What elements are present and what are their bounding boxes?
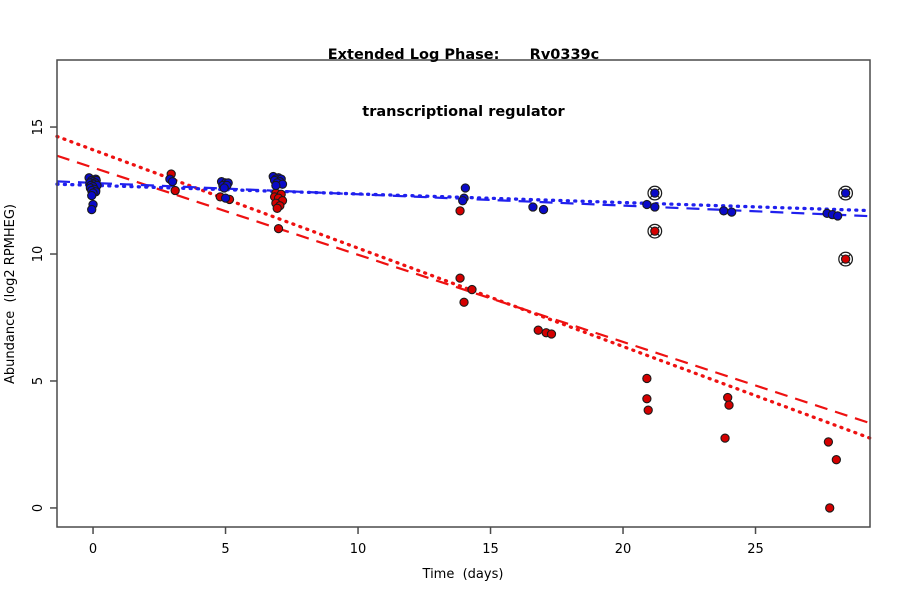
red-marked-ring [647, 223, 663, 239]
x-tick-label: 15 [482, 542, 499, 557]
blue-data-point [650, 202, 660, 212]
red-marked-ring [838, 251, 854, 267]
y-tick-label: 10 [31, 246, 46, 263]
red-data-point [823, 437, 834, 447]
red-marked-point [650, 226, 660, 236]
x-tick-label: 20 [615, 542, 632, 557]
blue-data-point [219, 183, 229, 193]
x-tick-label: 25 [747, 542, 764, 557]
blue-data-point [167, 176, 178, 187]
y-tick-label: 15 [31, 119, 46, 136]
red-data-point [455, 206, 465, 216]
plot-title-line1: Extended Log Phase: Rv0339c [327, 47, 600, 63]
blue-data-point [727, 207, 737, 217]
plot-title: Extended Log Phase: Rv0339c transcriptio… [57, 8, 870, 160]
red-data-point [459, 297, 469, 307]
blue-data-point [833, 211, 843, 221]
trend-line-red-dotted [55, 134, 872, 440]
x-tick-label: 5 [221, 542, 229, 557]
blue-data-point [642, 199, 652, 210]
red-data-point [272, 203, 282, 213]
red-marked-point [840, 254, 851, 264]
blue-data-point [528, 202, 538, 212]
blue-data-point [458, 196, 468, 206]
blue-data-point [87, 190, 97, 201]
blue-data-point [87, 204, 97, 215]
blue-marked-ring [647, 185, 663, 201]
red-data-point [467, 284, 477, 295]
red-data-point [831, 455, 841, 465]
blue-data-point [271, 180, 281, 191]
blue-data-point [538, 204, 549, 215]
red-data-point [642, 373, 652, 384]
red-data-point [455, 273, 465, 283]
red-data-point [273, 223, 284, 234]
red-data-point [724, 400, 734, 410]
x-tick-label: 10 [350, 542, 367, 557]
plot-title-line2: transcriptional regulator [362, 104, 565, 120]
red-data-point [720, 433, 730, 443]
blue-marked-point [650, 188, 660, 198]
blue-marked-point [840, 188, 851, 198]
y-axis-label: Abundance (log2 RPMHEG) [3, 204, 18, 384]
x-tick-label: 0 [89, 542, 97, 557]
blue-marked-ring [838, 185, 854, 201]
y-tick-label: 0 [31, 504, 46, 512]
red-data-point [825, 503, 835, 513]
red-data-point [170, 185, 180, 196]
blue-data-point [719, 206, 729, 216]
plot-box [56, 59, 871, 528]
red-data-point [643, 405, 653, 415]
x-axis-label: Time (days) [422, 567, 504, 582]
red-data-point [642, 394, 652, 404]
trend-line-red-longdash [56, 154, 871, 425]
y-tick-label: 5 [31, 377, 46, 385]
red-data-point [723, 392, 733, 403]
red-data-point [546, 329, 557, 339]
blue-data-point [220, 193, 231, 203]
blue-data-point [460, 183, 471, 193]
red-data-point [533, 325, 543, 335]
